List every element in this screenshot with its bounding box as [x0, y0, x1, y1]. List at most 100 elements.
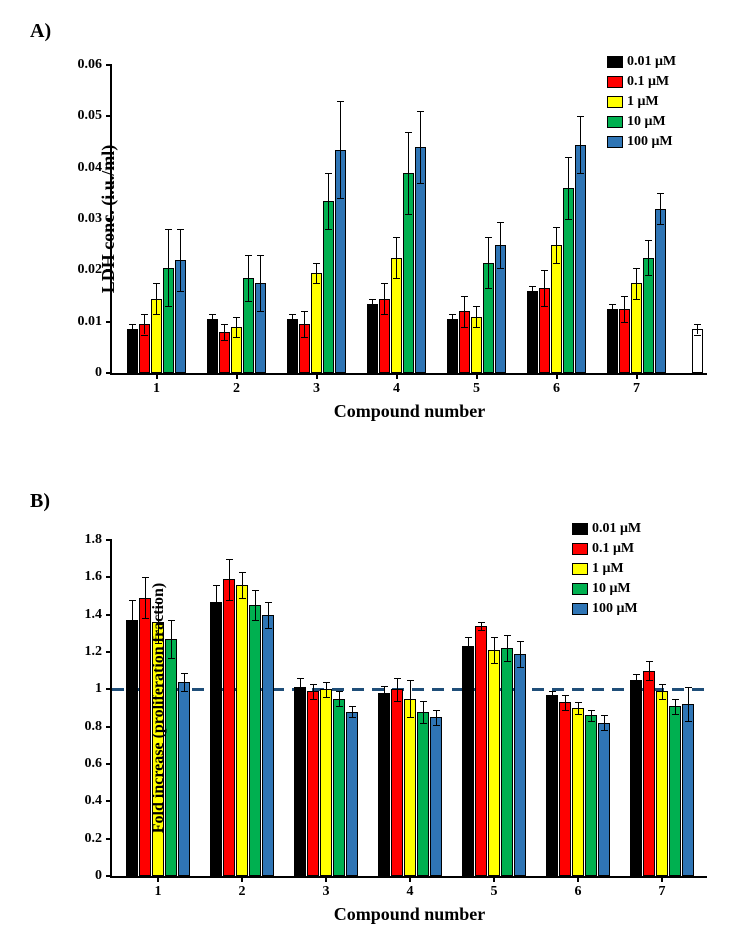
error-cap	[301, 337, 308, 338]
legend-item: 100 μM	[607, 133, 676, 151]
error-cap	[473, 327, 480, 328]
error-cap	[491, 663, 498, 664]
error-cap	[323, 697, 330, 698]
x-tick-label: 2	[233, 381, 240, 397]
error-bar	[255, 590, 256, 620]
bar	[630, 680, 642, 876]
bar	[655, 209, 666, 373]
legend-item: 0.01 μM	[572, 520, 641, 538]
error-cap	[461, 296, 468, 297]
error-bar	[420, 111, 421, 183]
error-cap	[420, 723, 427, 724]
x-tick-label: 4	[407, 884, 414, 900]
y-tick	[106, 64, 112, 66]
error-cap	[265, 628, 272, 629]
error-cap	[141, 335, 148, 336]
error-bar	[578, 702, 579, 713]
error-cap	[336, 691, 343, 692]
bar	[575, 145, 586, 373]
legend-label: 10 μM	[627, 114, 666, 130]
error-cap	[381, 314, 388, 315]
error-bar	[236, 317, 237, 338]
error-bar	[397, 678, 398, 700]
error-cap	[504, 661, 511, 662]
error-bar	[604, 715, 605, 730]
error-bar	[328, 173, 329, 229]
error-cap	[313, 283, 320, 284]
error-cap	[209, 324, 216, 325]
error-cap	[381, 283, 388, 284]
legend: 0.01 μM0.1 μM1 μM10 μM100 μM	[607, 53, 676, 153]
error-bar	[532, 286, 533, 296]
error-cap	[265, 602, 272, 603]
error-bar	[229, 559, 230, 600]
error-cap	[289, 324, 296, 325]
legend-item: 10 μM	[607, 113, 676, 131]
y-tick-label: 0.05	[52, 108, 102, 124]
bar	[207, 319, 218, 373]
error-bar	[675, 699, 676, 714]
legend-item: 1 μM	[572, 560, 641, 578]
error-cap	[461, 327, 468, 328]
error-cap	[233, 337, 240, 338]
error-cap	[645, 275, 652, 276]
x-tick-label: 6	[553, 381, 560, 397]
error-cap	[142, 577, 149, 578]
error-cap	[621, 296, 628, 297]
y-tick-label: 0.2	[52, 831, 102, 847]
error-cap	[141, 314, 148, 315]
legend-item: 100 μM	[572, 600, 641, 618]
reference-dash	[572, 688, 584, 691]
error-bar	[248, 255, 249, 301]
y-tick-label: 0.06	[52, 57, 102, 73]
error-bar	[242, 572, 243, 598]
x-tick-label: 2	[239, 884, 246, 900]
bar	[643, 671, 655, 876]
error-bar	[156, 283, 157, 314]
legend-label: 0.01 μM	[592, 521, 641, 537]
error-cap	[181, 673, 188, 674]
x-tick	[396, 373, 398, 379]
reference-dash	[432, 688, 444, 691]
x-tick-label: 1	[155, 884, 162, 900]
x-tick	[556, 373, 558, 379]
bar	[249, 605, 261, 876]
bar	[178, 682, 190, 876]
error-cap	[601, 715, 608, 716]
error-cap	[529, 286, 536, 287]
error-bar	[423, 701, 424, 723]
error-cap	[465, 656, 472, 657]
error-cap	[565, 219, 572, 220]
error-cap	[313, 263, 320, 264]
error-cap	[659, 699, 666, 700]
error-bar	[648, 240, 649, 276]
error-cap	[209, 314, 216, 315]
error-cap	[407, 680, 414, 681]
y-tick-label: 1.6	[52, 569, 102, 585]
error-cap	[213, 618, 220, 619]
error-cap	[165, 306, 172, 307]
x-tick	[316, 373, 318, 379]
error-cap	[565, 157, 572, 158]
error-cap	[393, 237, 400, 238]
bar	[572, 708, 584, 876]
y-tick-label: 1	[52, 681, 102, 697]
error-bar	[339, 691, 340, 706]
error-bar	[507, 635, 508, 661]
error-cap	[504, 635, 511, 636]
error-cap	[449, 324, 456, 325]
x-tick	[241, 876, 243, 882]
error-cap	[323, 682, 330, 683]
legend-swatch	[607, 136, 623, 148]
error-cap	[485, 237, 492, 238]
error-bar	[520, 641, 521, 667]
error-cap	[289, 314, 296, 315]
y-tick	[106, 372, 112, 374]
error-cap	[553, 263, 560, 264]
error-cap	[517, 667, 524, 668]
bar	[430, 717, 442, 876]
error-bar	[268, 602, 269, 628]
bar	[559, 702, 571, 876]
error-cap	[177, 291, 184, 292]
error-cap	[168, 620, 175, 621]
